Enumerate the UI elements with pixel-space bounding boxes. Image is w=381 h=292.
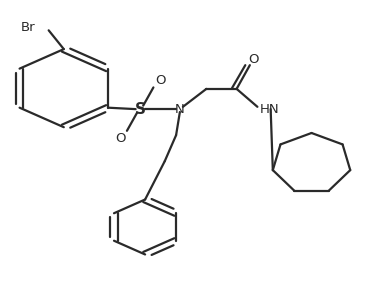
Text: O: O	[155, 74, 165, 87]
Text: O: O	[248, 53, 259, 66]
Text: O: O	[115, 132, 125, 145]
Text: S: S	[134, 102, 146, 117]
Text: HN: HN	[259, 102, 279, 116]
Text: N: N	[175, 102, 185, 116]
Text: Br: Br	[21, 21, 35, 34]
